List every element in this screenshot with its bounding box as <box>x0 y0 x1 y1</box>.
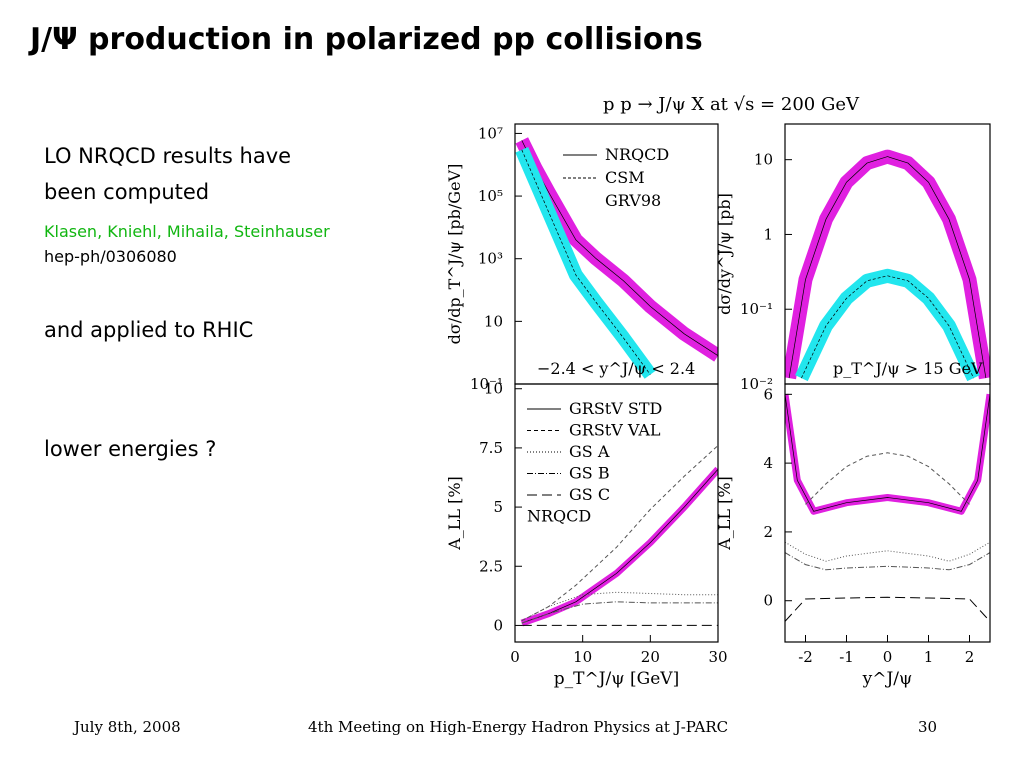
x-tick-label: 0 <box>883 648 893 666</box>
y-tick-label: 10⁵ <box>478 187 503 205</box>
plot-area <box>520 445 718 627</box>
y-tick-label: 2 <box>763 523 773 541</box>
curve-gs-b <box>785 552 990 571</box>
curve-gs-c <box>785 596 990 622</box>
y-tick-label: 2.5 <box>479 557 503 575</box>
panel-top-right: 10⁻² 10⁻¹ 1 10 dσ/dy^J/ψ [pb] p_T^J/ψ > 15 Ge… <box>715 123 991 393</box>
y-tick-label: 10⁷ <box>478 124 503 142</box>
x-tick-label: -1 <box>839 648 854 666</box>
curve-gs-b <box>521 601 718 624</box>
curve-nrqcd <box>788 156 987 379</box>
legend: NRQCD CSM GRV98 <box>563 145 669 210</box>
x-tick-label: 2 <box>965 648 975 666</box>
curve-grstv-val <box>805 452 970 505</box>
y-tick-label: 5 <box>493 498 503 516</box>
legend-entry: GRStV VAL <box>569 421 661 440</box>
y-tick-label: 10 <box>754 151 773 169</box>
x-tick-label: 20 <box>641 648 660 666</box>
curve-csm <box>801 275 974 379</box>
legend-entry: GS A <box>569 442 610 461</box>
curve-csm <box>521 149 651 375</box>
footer-meeting: 4th Meeting on High-Energy Hadron Physic… <box>308 718 729 736</box>
panel-bottom-left: 0 2.5 5 7.5 10 0 10 20 30 A_LL [%] p_T^J/ψ [GeV] GR… <box>445 380 728 689</box>
y-axis-label: dσ/dy^J/ψ [pb] <box>715 193 734 315</box>
footer-date: July 8th, 2008 <box>74 718 181 736</box>
legend-entry: CSM <box>605 168 645 187</box>
y-tick-label: 4 <box>763 454 773 472</box>
x-axis-label: p_T^J/ψ [GeV] <box>554 669 679 689</box>
legend-entry: NRQCD <box>605 145 669 164</box>
y-tick-label: 1 <box>763 225 773 243</box>
question-text: lower energies ? <box>44 437 217 461</box>
legend-entry: GRV98 <box>605 191 661 210</box>
legend: GRStV STD GRStV VAL GS A GS B GS C NRQCD <box>527 399 662 526</box>
panel-top-left: 10⁻¹ 10 10³ 10⁵ 10⁷ dσ/dp_T^J/ψ [pb/GeV] −2.4 … <box>445 94 860 393</box>
x-tick-label: -2 <box>798 648 813 666</box>
x-axis-label: y^J/ψ <box>862 669 913 689</box>
y-tick-label: 6 <box>763 385 773 403</box>
curve-grstv-std <box>785 394 990 512</box>
x-tick-label: 30 <box>708 648 727 666</box>
figure-title: p p → J/ψ X at √s = 200 GeV <box>603 94 860 115</box>
y-tick-label: 7.5 <box>479 439 503 457</box>
x-tick-label: 1 <box>924 648 934 666</box>
intro-line-1: LO NRQCD results have <box>44 144 292 168</box>
y-axis-label: A_LL [%] <box>715 476 734 551</box>
y-tick-label: 10³ <box>478 250 503 268</box>
y-axis-label: A_LL [%] <box>445 476 464 551</box>
curve-grstv-val <box>521 445 718 622</box>
x-tick-label: 10 <box>573 648 592 666</box>
panel-bottom-right: 0 2 4 6 -2 -1 0 1 2 A_LL [%] y^J/ψ <box>715 383 991 689</box>
y-tick-label: 10 <box>484 380 503 398</box>
plot-area <box>785 393 990 622</box>
footer-page-number: 30 <box>918 718 938 736</box>
plot-area <box>515 137 718 379</box>
y-tick-label: 0 <box>763 592 773 610</box>
legend-entry: GS B <box>569 464 610 483</box>
y-tick-label: 10 <box>484 312 503 330</box>
intro-text: LO NRQCD results have been computed <box>44 138 291 210</box>
y-axis-label: dσ/dp_T^J/ψ [pb/GeV] <box>445 164 464 345</box>
intro-line-2: been computed <box>44 180 210 204</box>
legend-entry: GS C <box>569 485 610 504</box>
curve-gs-a <box>521 591 718 622</box>
y-tick-label: 0 <box>493 616 503 634</box>
panel-annotation: −2.4 < y^J/ψ < 2.4 <box>537 359 695 378</box>
curve-gs-a <box>785 541 990 562</box>
plot-area <box>785 149 990 382</box>
panel-frame <box>514 383 719 643</box>
x-tick-label: 0 <box>510 648 520 666</box>
band-grstv-std <box>520 466 718 627</box>
y-tick-label: 10⁻¹ <box>740 300 773 318</box>
authors-text: Klasen, Kniehl, Mihaila, Steinhauser <box>44 222 330 241</box>
y-tick-label: 10⁻¹ <box>470 375 503 393</box>
legend-entry: NRQCD <box>527 507 591 526</box>
y-tick-label: 10⁻² <box>740 375 773 393</box>
applied-text: and applied to RHIC <box>44 318 254 342</box>
reference-text: hep-ph/0306080 <box>44 247 177 266</box>
slide-title: J/Ψ production in polarized pp collision… <box>30 22 703 57</box>
curve-grstv-std <box>521 468 718 624</box>
legend-entry: GRStV STD <box>569 399 662 418</box>
panel-annotation: p_T^J/ψ > 15 GeV <box>833 359 983 378</box>
